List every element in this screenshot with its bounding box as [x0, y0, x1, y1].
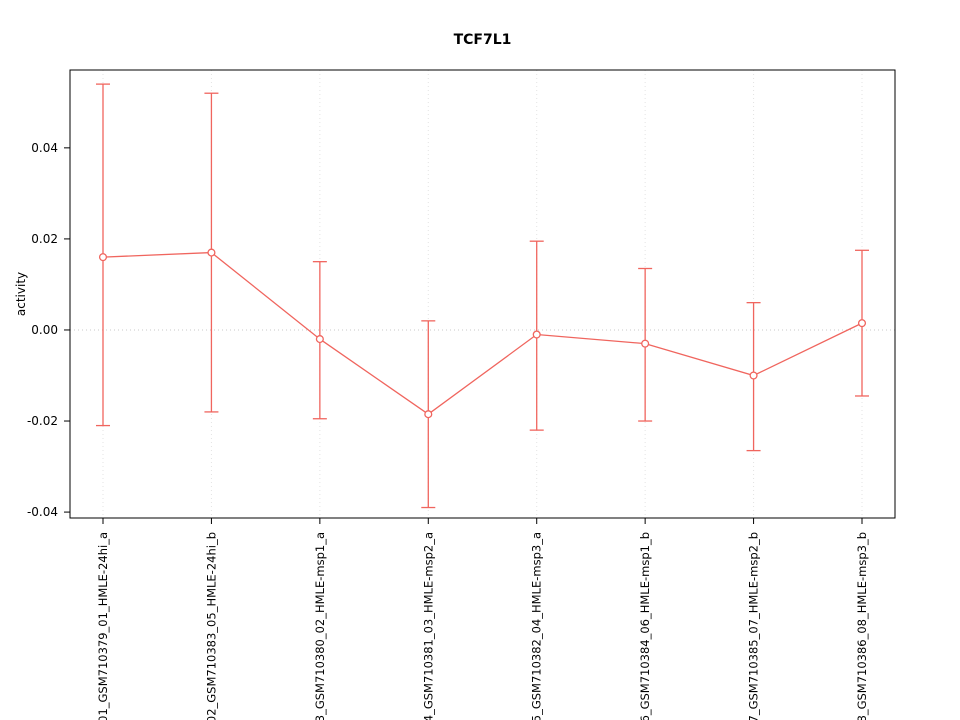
chart-title: TCF7L1 — [454, 32, 512, 48]
x-tick-label: 03_GSM710380_02_HMLE-msp1_a — [313, 532, 327, 720]
data-point — [749, 371, 758, 380]
plot-box — [69, 69, 896, 519]
x-tick-label: 07_GSM710385_07_HMLE-msp2_b — [747, 532, 761, 720]
x-tick-label: 01_GSM710379_01_HMLE-24hi_a — [96, 532, 110, 720]
data-point — [641, 339, 650, 348]
data-point — [532, 330, 541, 339]
x-tick-label: 02_GSM710383_05_HMLE-24hi_b — [204, 532, 218, 720]
data-point — [315, 335, 324, 344]
y-tick-label: 0.04 — [31, 141, 58, 155]
x-tick-label: 05_GSM710382_04_HMLE-msp3_a — [530, 532, 544, 720]
data-point — [857, 319, 867, 328]
x-tick-label: 06_GSM710384_06_HMLE-msp1_b — [638, 532, 652, 720]
data-point — [424, 410, 433, 419]
data-point — [207, 248, 216, 257]
x-tick-label: 08_GSM710386_08_HMLE-msp3_b — [855, 532, 869, 720]
y-tick-label: 0.00 — [31, 323, 58, 337]
x-tick-label: 04_GSM710381_03_HMLE-msp2_a — [421, 532, 435, 720]
y-axis-label: activity — [14, 272, 28, 316]
series-line — [102, 251, 863, 415]
y-tick-label: -0.02 — [27, 414, 58, 428]
data-point — [98, 253, 108, 262]
y-tick-label: 0.02 — [31, 232, 58, 246]
y-tick-label: -0.04 — [27, 505, 58, 519]
